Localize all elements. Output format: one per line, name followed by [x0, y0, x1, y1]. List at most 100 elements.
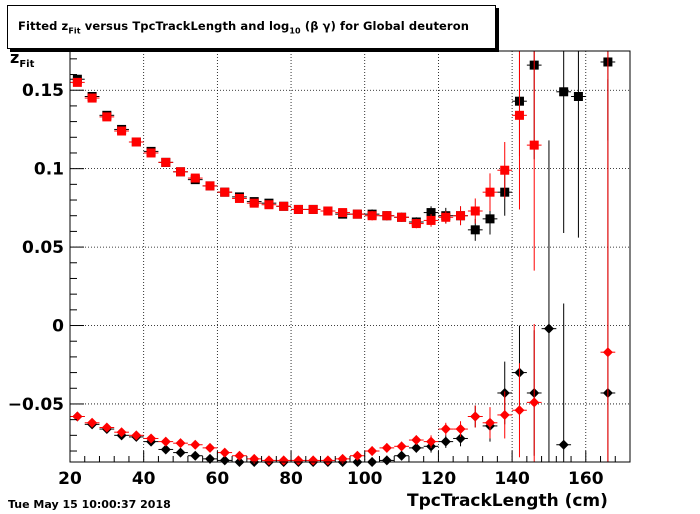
data-point-square	[338, 208, 348, 218]
data-point-square	[397, 212, 407, 222]
data-point-diamond	[205, 453, 215, 464]
y-tick-label: 0.05	[22, 238, 64, 258]
data-point-square	[485, 214, 495, 224]
data-point-square	[573, 91, 583, 101]
data-point-square	[279, 201, 289, 211]
data-point-diamond	[426, 436, 437, 447]
data-point-diamond	[72, 411, 83, 422]
data-point-square	[441, 212, 451, 222]
x-tick-label: 20	[58, 469, 82, 489]
data-point-square	[426, 215, 436, 225]
data-point-diamond	[308, 455, 319, 466]
data-point-diamond	[175, 438, 186, 449]
x-tick-label: 80	[279, 469, 303, 489]
data-point-diamond	[278, 455, 289, 466]
data-point-square	[514, 110, 524, 120]
data-point-square	[117, 126, 127, 136]
data-point-diamond	[558, 439, 569, 450]
data-point-diamond	[470, 411, 481, 422]
data-point-square	[308, 204, 318, 214]
y-tick-label: −0.05	[8, 395, 64, 415]
data-point-square	[72, 77, 82, 87]
data-point-diamond	[499, 409, 510, 420]
x-tick-label: 120	[421, 469, 457, 489]
data-point-diamond	[87, 417, 98, 428]
data-point-diamond	[529, 397, 540, 408]
x-axis-label: TpcTrackLength (cm)	[407, 491, 608, 511]
data-point-diamond	[485, 417, 495, 428]
data-point-diamond	[160, 444, 171, 455]
x-tick-label: 60	[206, 469, 230, 489]
data-point-square	[249, 198, 259, 208]
data-point-diamond	[219, 447, 230, 458]
data-point-diamond	[352, 450, 363, 461]
data-point-square	[87, 93, 97, 103]
data-markers	[70, 51, 616, 467]
data-point-square	[234, 193, 244, 203]
y-axis-label: zFit	[10, 48, 35, 71]
axes: 20 40 60 80 100 120 140 160 −0.05 0 0.05 0.1 0.15	[8, 50, 631, 489]
chart-title-box: Fitted zFit versus TpcTrackLength and lo…	[7, 5, 496, 49]
data-point-diamond	[367, 446, 378, 457]
data-point-square	[131, 137, 141, 147]
timestamp-footer: Tue May 15 10:00:37 2018	[8, 498, 171, 511]
x-tick-label: 40	[132, 469, 156, 489]
data-point-square	[426, 208, 436, 218]
data-point-diamond	[602, 347, 613, 358]
data-point-square	[102, 112, 112, 122]
data-point-square	[456, 211, 466, 221]
data-point-square	[470, 206, 480, 216]
y-tick-label: 0.15	[22, 81, 64, 101]
data-point-diamond	[543, 323, 554, 334]
data-point-diamond	[396, 441, 407, 452]
data-point-diamond	[322, 455, 333, 466]
data-point-square	[485, 187, 495, 197]
data-point-diamond	[381, 442, 392, 453]
data-point-diamond	[116, 427, 127, 438]
data-point-square	[146, 148, 156, 158]
data-point-diamond	[146, 433, 157, 444]
data-point-diamond	[219, 455, 230, 466]
data-point-diamond	[411, 435, 422, 446]
data-point-square	[190, 173, 200, 183]
data-point-square	[220, 187, 230, 197]
data-point-square	[176, 167, 186, 177]
data-point-diamond	[249, 453, 260, 464]
data-point-square	[411, 219, 421, 229]
data-point-square	[352, 209, 362, 219]
data-point-diamond	[175, 447, 186, 458]
data-point-square	[529, 140, 539, 150]
data-point-square	[293, 204, 303, 214]
y-tick-label: 0	[52, 317, 64, 337]
data-point-diamond	[396, 450, 407, 461]
data-point-square	[323, 206, 333, 216]
data-point-diamond	[381, 455, 392, 466]
data-point-diamond	[411, 442, 422, 453]
x-tick-label: 160	[568, 469, 604, 489]
data-point-diamond	[190, 450, 201, 461]
data-point-diamond	[101, 422, 112, 433]
data-point-square	[470, 225, 480, 235]
data-point-square	[367, 211, 377, 221]
data-point-diamond	[160, 436, 171, 447]
data-point-diamond	[514, 405, 525, 416]
data-point-diamond	[440, 424, 451, 435]
data-point-square	[559, 87, 569, 97]
data-point-diamond	[293, 455, 304, 466]
data-point-diamond	[455, 424, 466, 435]
data-point-diamond	[205, 442, 215, 453]
data-point-diamond	[455, 433, 466, 444]
grid-lines	[69, 51, 630, 462]
data-point-square	[382, 211, 392, 221]
data-point-square	[264, 200, 274, 210]
data-point-diamond	[263, 455, 274, 466]
data-point-diamond	[190, 439, 201, 450]
data-point-square	[205, 181, 215, 191]
data-point-diamond	[234, 450, 245, 461]
data-point-diamond	[440, 436, 451, 447]
x-tick-label: 140	[494, 469, 530, 489]
data-point-square	[500, 165, 510, 175]
chart-title: Fitted zFit versus TpcTrackLength and lo…	[18, 19, 469, 36]
data-point-diamond	[131, 430, 142, 441]
